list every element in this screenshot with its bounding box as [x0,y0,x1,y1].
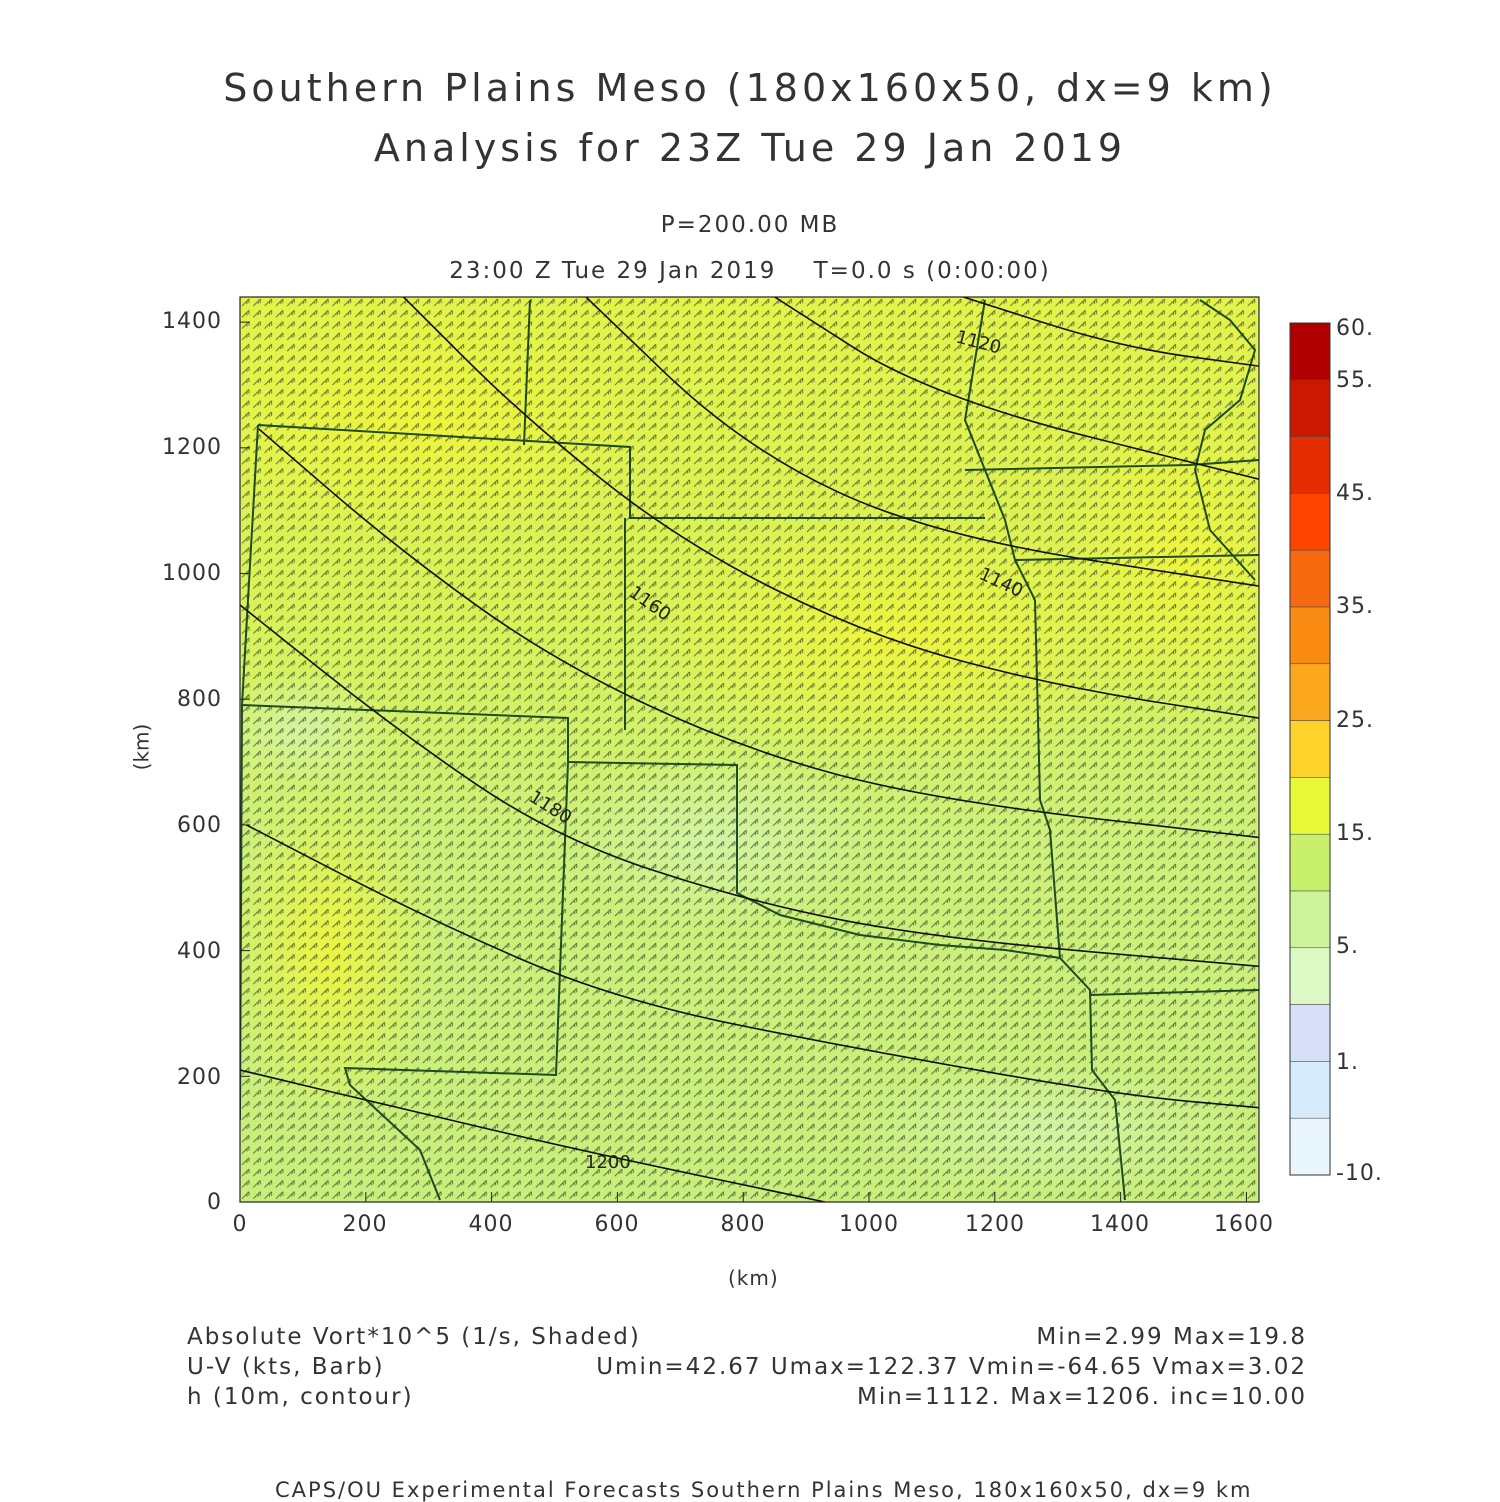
colorbar [1289,322,1331,1176]
footer-credit: CAPS/OU Experimental Forecasts Southern … [275,1478,1253,1502]
contour-1150 [585,297,1259,587]
colorbar-label-1: 1. [1336,1050,1359,1075]
contour-1180 [240,604,1259,968]
legend-barb-stats: Umin=42.67 Umax=122.37 Vmin=-64.65 Vmax=… [596,1354,1307,1380]
contour-label-1200: 1200 [585,1152,631,1173]
contour-1200 [240,1069,826,1202]
pressure-level: P=200.00 MB [660,212,840,238]
valid-time: 23:00 Z Tue 29 Jan 2019 T=0.0 s (0:00:00… [449,258,1051,284]
colorbar-label-45: 45. [1336,481,1374,506]
xtick-1000: 1000 [839,1212,899,1237]
colorbar-swatch [1289,947,1331,1005]
contour-1140 [774,297,1259,481]
wind-barbs [240,297,1259,1202]
xtick-400: 400 [468,1212,514,1237]
colorbar-swatch [1289,777,1331,835]
ytick-1400: 1400 [162,309,222,334]
colorbar-swatch [1289,1117,1331,1176]
colorbar-swatch [1289,833,1331,892]
ytick-1000: 1000 [162,561,222,586]
legend-barb-label: U-V (kts, Barb) [187,1354,385,1380]
contour-1190 [245,824,1259,1109]
ytick-200: 200 [177,1065,222,1090]
contour-1170 [258,428,1259,839]
colorbar-label-60: 60. [1336,316,1374,341]
xtick-200: 200 [342,1212,388,1237]
plot-title-line2: Analysis for 23Z Tue 29 Jan 2019 [373,126,1127,170]
ytick-800: 800 [177,687,222,712]
plot-title-line1: Southern Plains Meso (180x160x50, dx=9 k… [223,66,1277,110]
colorbar-swatch [1289,663,1331,721]
xtick-1600: 1600 [1214,1212,1274,1237]
shaded-field [240,297,1259,1202]
height-contours [240,297,1259,1202]
xtick-800: 800 [720,1212,766,1237]
axis-ticks [239,321,1247,1203]
y-axis-label: (km) [129,723,154,771]
ytick-600: 600 [177,813,222,838]
state-borders [240,299,1259,1201]
colorbar-label-25: 25. [1336,708,1374,733]
colorbar-swatch [1289,890,1331,949]
ytick-0: 0 [207,1190,222,1215]
legend-shaded-label: Absolute Vort*10^5 (1/s, Shaded) [187,1324,641,1350]
colorbar-swatch [1289,379,1331,437]
legend-contour-label: h (10m, contour) [187,1384,414,1410]
contour-1160 [402,297,1259,719]
colorbar-swatch [1289,1004,1331,1062]
legend-shaded-stats: Min=2.99 Max=19.8 [1036,1324,1307,1350]
colorbar-swatch [1289,436,1331,494]
colorbar-label-55: 55. [1336,368,1374,393]
colorbar-swatch [1289,549,1331,608]
xtick-0: 0 [232,1212,248,1237]
colorbar-label-15: 15. [1336,821,1374,846]
colorbar-swatch [1289,322,1331,381]
colorbar-swatch [1289,720,1331,778]
colorbar-swatch [1289,493,1331,551]
contour-1130 [963,297,1259,367]
colorbar-label-5: 5. [1336,934,1359,959]
colorbar-swatch [1289,1061,1331,1119]
colorbar-label-neg10: -10. [1336,1161,1383,1186]
colorbar-label-35: 35. [1336,594,1374,619]
plot-frame [239,296,1260,1203]
ytick-1200: 1200 [162,435,222,460]
ytick-400: 400 [177,939,222,964]
xtick-1200: 1200 [965,1212,1025,1237]
xtick-1400: 1400 [1090,1212,1150,1237]
colorbar-frame [1289,322,1331,1176]
colorbar-swatch [1289,606,1331,665]
legend-contour-stats: Min=1112. Max=1206. inc=10.00 [857,1384,1307,1410]
x-axis-label: (km) [728,1266,779,1290]
xtick-600: 600 [594,1212,640,1237]
